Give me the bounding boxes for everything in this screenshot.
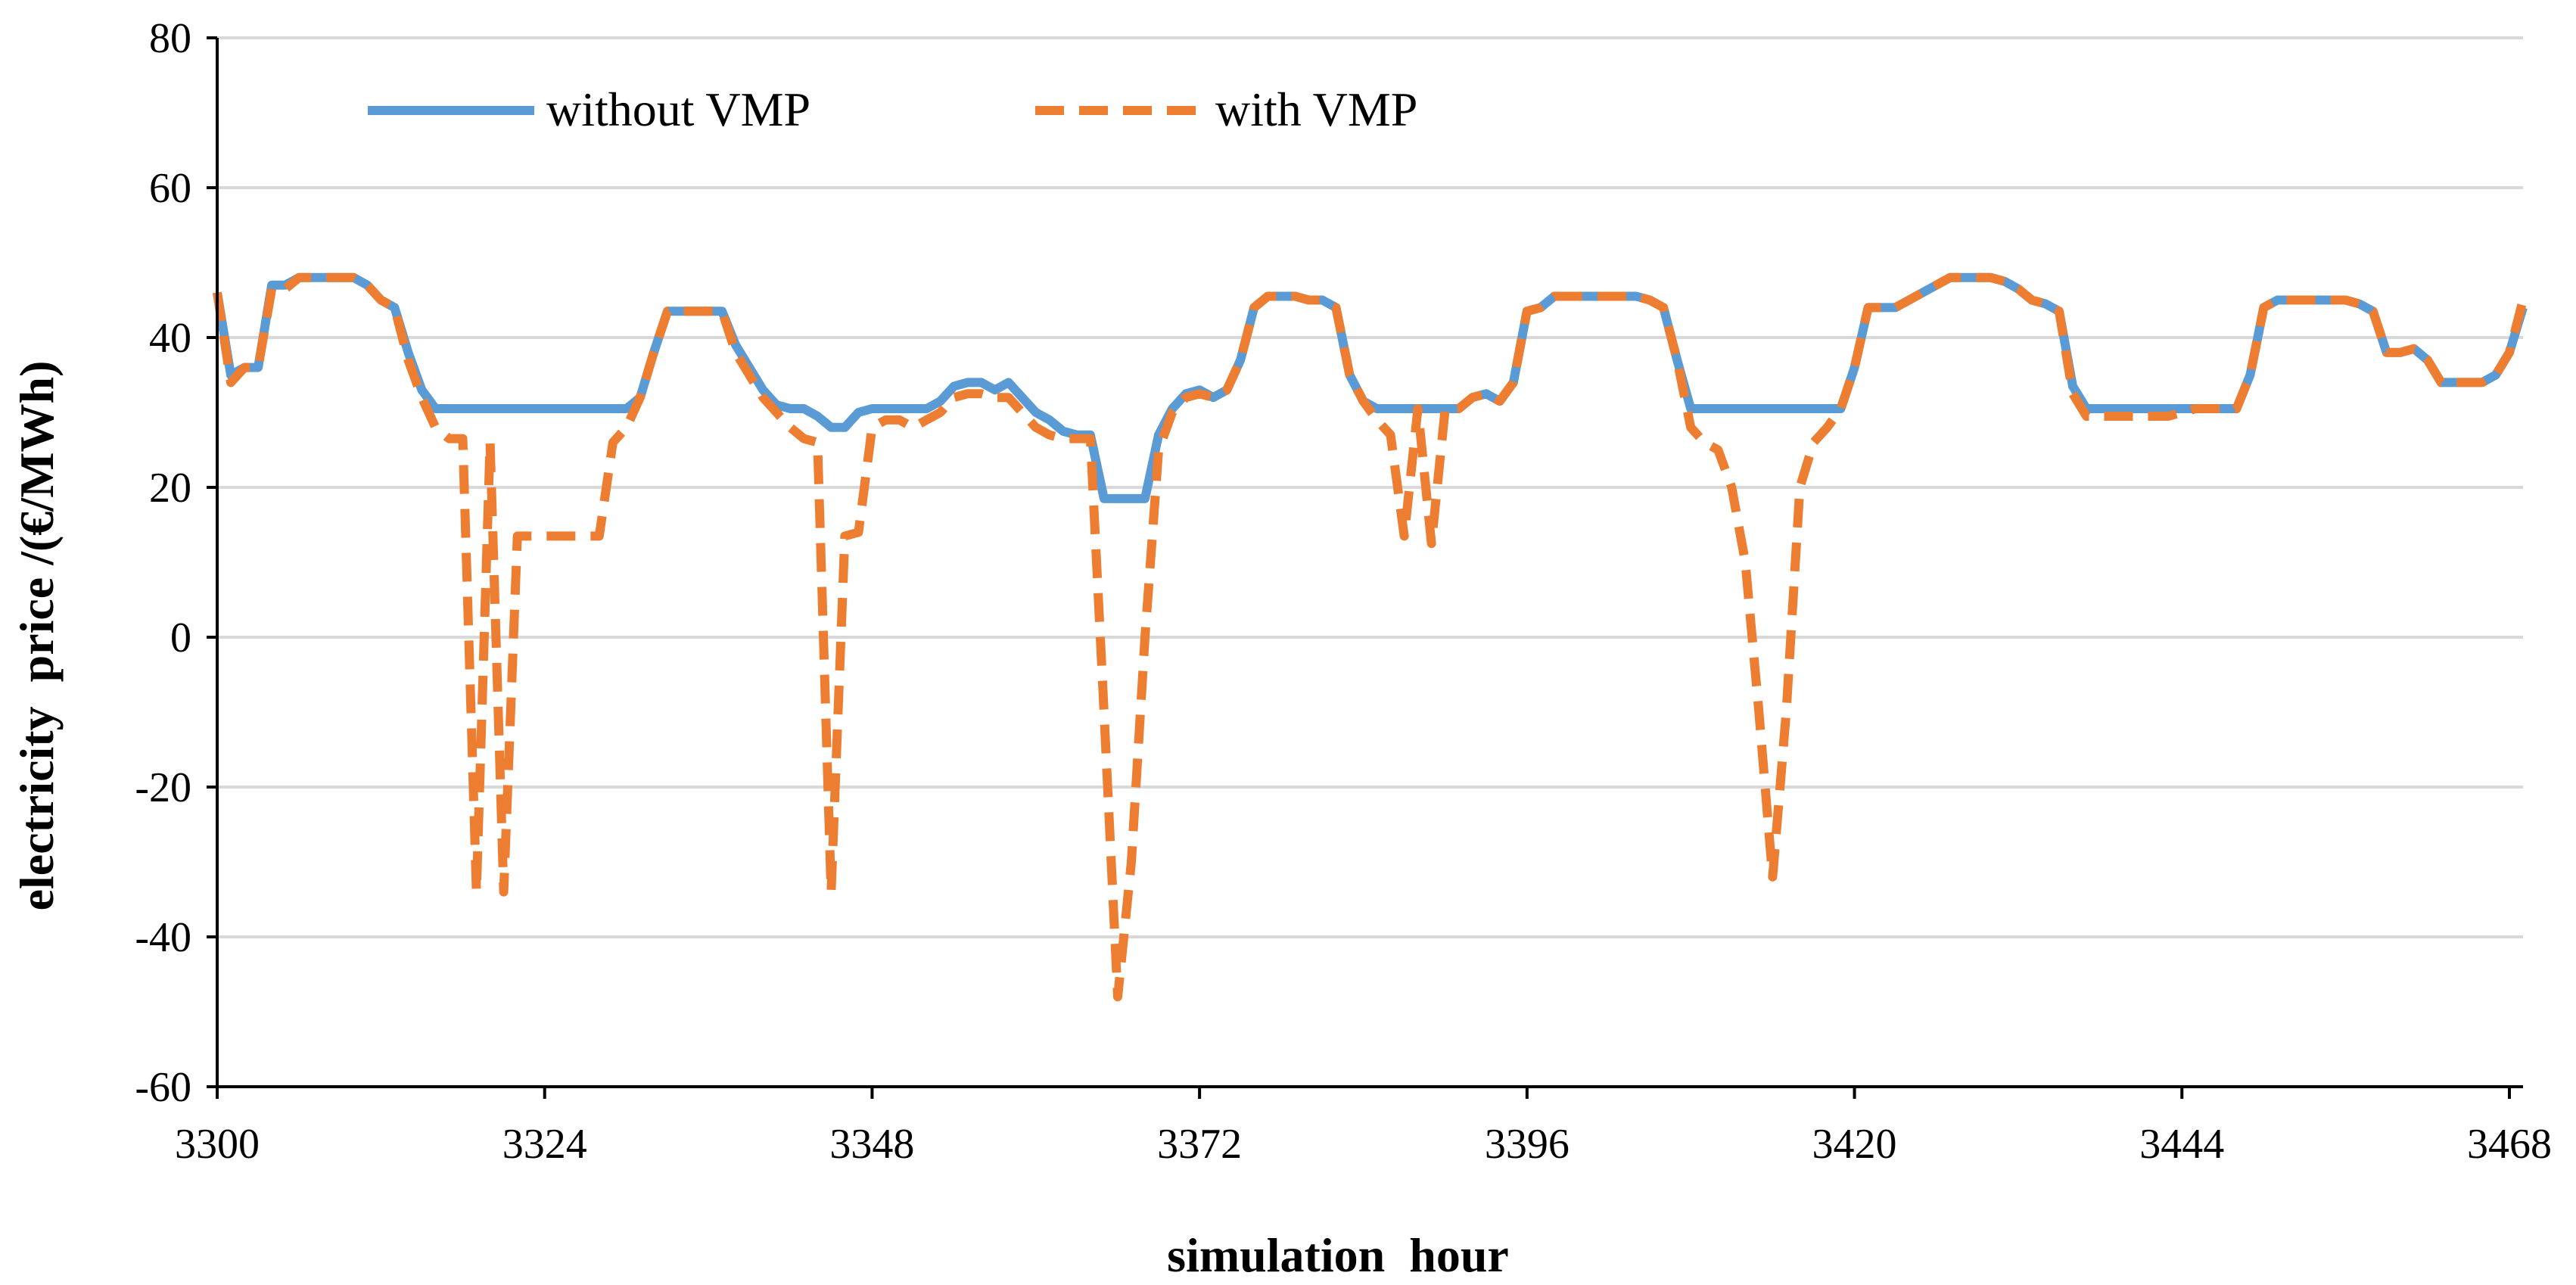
series-line-with-vmp [213,272,2528,1002]
y-tick-label: -40 [135,914,191,961]
x-tick-labels: 3300 3324 3348 3372 3396 3420 3444 3468 [175,1121,2552,1168]
y-tick-label: 80 [149,15,191,62]
x-tick-label: 3300 [175,1121,260,1168]
legend: without VMP with VMP [368,82,1417,136]
axes [207,36,2523,1099]
legend-label-without-vmp: without VMP [546,82,810,136]
x-tick-label: 3324 [502,1121,587,1168]
x-tick-label: 3444 [2139,1121,2224,1168]
series-lines [213,272,2528,1002]
series-line-without-vmp [213,272,2528,503]
y-tick-label: -20 [135,764,191,811]
x-tick-label: 3396 [1485,1121,1570,1168]
y-tick-label: 60 [149,165,191,212]
x-tick-label: 3420 [1812,1121,1897,1168]
y-axis-title: electricity price /(€/MWh) [10,361,64,911]
x-axis-title: simulation hour [1167,1228,1509,1282]
y-tick-labels: 80 60 40 20 0 -20 -40 -60 [135,15,191,1111]
gridlines [217,36,2523,938]
y-tick-label: 0 [170,614,191,661]
y-tick-label: 40 [149,315,191,362]
y-tick-label: -60 [135,1064,191,1111]
y-tick-label: 20 [149,465,191,512]
legend-label-with-vmp: with VMP [1215,82,1417,136]
x-tick-label: 3348 [829,1121,914,1168]
x-tick-label: 3372 [1157,1121,1242,1168]
x-tick-label: 3468 [2467,1121,2552,1168]
